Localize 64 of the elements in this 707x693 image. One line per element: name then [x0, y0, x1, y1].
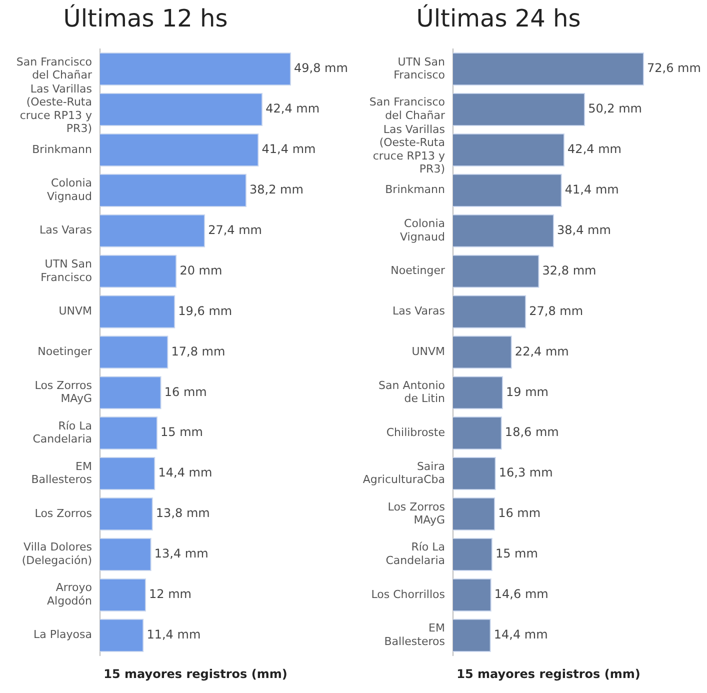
- data-label: 14,4 mm: [494, 628, 548, 642]
- y-tick-label: UNVM: [58, 304, 92, 318]
- data-label: 42,4 mm: [568, 142, 622, 156]
- data-label: 19,6 mm: [178, 304, 232, 318]
- y-tick-label: Saira AgriculturaCba: [362, 460, 445, 486]
- y-tick-label: Los Zorros MAyG: [34, 378, 92, 406]
- y-tick-label: Brinkmann: [385, 183, 446, 196]
- y-tick-label: EM Ballesteros: [31, 460, 92, 486]
- y-tick-label: Chilibroste: [386, 426, 446, 439]
- y-tick-label: Brinkmann: [32, 142, 92, 156]
- data-label: 22,4 mm: [514, 344, 569, 358]
- y-tick-label: Las Varas: [39, 224, 92, 237]
- x-axis-title: 15 mayores registros (mm): [456, 666, 640, 681]
- y-tick-label: San Antonio de Litin: [378, 378, 446, 406]
- data-label: 15 mm: [495, 546, 538, 561]
- data-label: 12 mm: [149, 587, 192, 602]
- y-tick-label: Río La Candelaria: [32, 419, 92, 446]
- data-label: 27,8 mm: [529, 304, 584, 318]
- y-tick-label: Los Zorros: [34, 506, 92, 520]
- data-label: 32,8 mm: [542, 263, 596, 278]
- y-tick-label: Arroyo Algodón: [47, 581, 92, 608]
- data-label: 41,4 mm: [262, 142, 316, 156]
- data-label: 20 mm: [180, 263, 222, 278]
- data-label: 16 mm: [498, 506, 541, 520]
- data-label: 17,8 mm: [171, 344, 226, 358]
- data-label: 38,4 mm: [557, 222, 611, 237]
- data-label: 50,2 mm: [588, 102, 642, 116]
- x-axis-title: 15 mayores registros (mm): [104, 666, 288, 681]
- data-label: 11,4 mm: [146, 628, 201, 642]
- data-label: 18,6 mm: [504, 425, 559, 440]
- data-label: 72,6 mm: [647, 61, 701, 76]
- y-tick-label: Los Zorros MAyG: [388, 500, 446, 526]
- y-tick-label: Río La Candelaria: [386, 540, 445, 567]
- y-tick-label: UTN San Francisco: [40, 258, 92, 284]
- y-tick-label: Noetinger: [38, 345, 92, 358]
- chart-title: Últimas 24 hs: [416, 4, 581, 33]
- data-label: 19 mm: [506, 384, 548, 399]
- data-label: 41,4 mm: [564, 182, 619, 197]
- data-label: 13,8 mm: [156, 506, 210, 520]
- data-label: 42,4 mm: [266, 102, 320, 116]
- y-tick-label: Las Varillas (Oeste-Ruta cruce RP13 y PR3): [20, 82, 92, 136]
- data-label: 14,4 mm: [158, 466, 212, 480]
- data-label: 14,6 mm: [494, 587, 548, 602]
- data-label: 13,4 mm: [154, 546, 208, 561]
- y-tick-label: San Francisco del Chañar: [369, 96, 446, 122]
- data-label: 15 mm: [160, 425, 203, 440]
- y-tick-label: Colonia Vignaud: [400, 217, 445, 244]
- y-tick-label: EM Ballesteros: [384, 622, 446, 648]
- y-tick-label: Los Chorrillos: [371, 588, 446, 601]
- data-label: 49,8 mm: [294, 61, 348, 76]
- y-tick-label: UTN San Francisco: [394, 55, 446, 82]
- y-tick-label: Villa Dolores (Delegación): [22, 540, 92, 567]
- chart-title: Últimas 12 hs: [63, 4, 228, 33]
- y-tick-label: Las Varas: [392, 304, 446, 318]
- y-tick-label: Las Varillas (Oeste-Ruta cruce RP13 y PR3): [372, 122, 446, 176]
- data-label: 27,4 mm: [208, 222, 262, 237]
- y-tick-label: Noetinger: [390, 264, 446, 278]
- y-tick-label: Colonia Vignaud: [47, 176, 92, 203]
- y-tick-label: UNVM: [412, 345, 445, 358]
- y-tick-label: La Playosa: [33, 628, 92, 642]
- data-label: 16,3 mm: [498, 466, 553, 480]
- y-tick-label: San Francisco del Chañar: [16, 55, 92, 82]
- data-label: 38,2 mm: [250, 182, 304, 197]
- data-label: 16 mm: [164, 384, 207, 399]
